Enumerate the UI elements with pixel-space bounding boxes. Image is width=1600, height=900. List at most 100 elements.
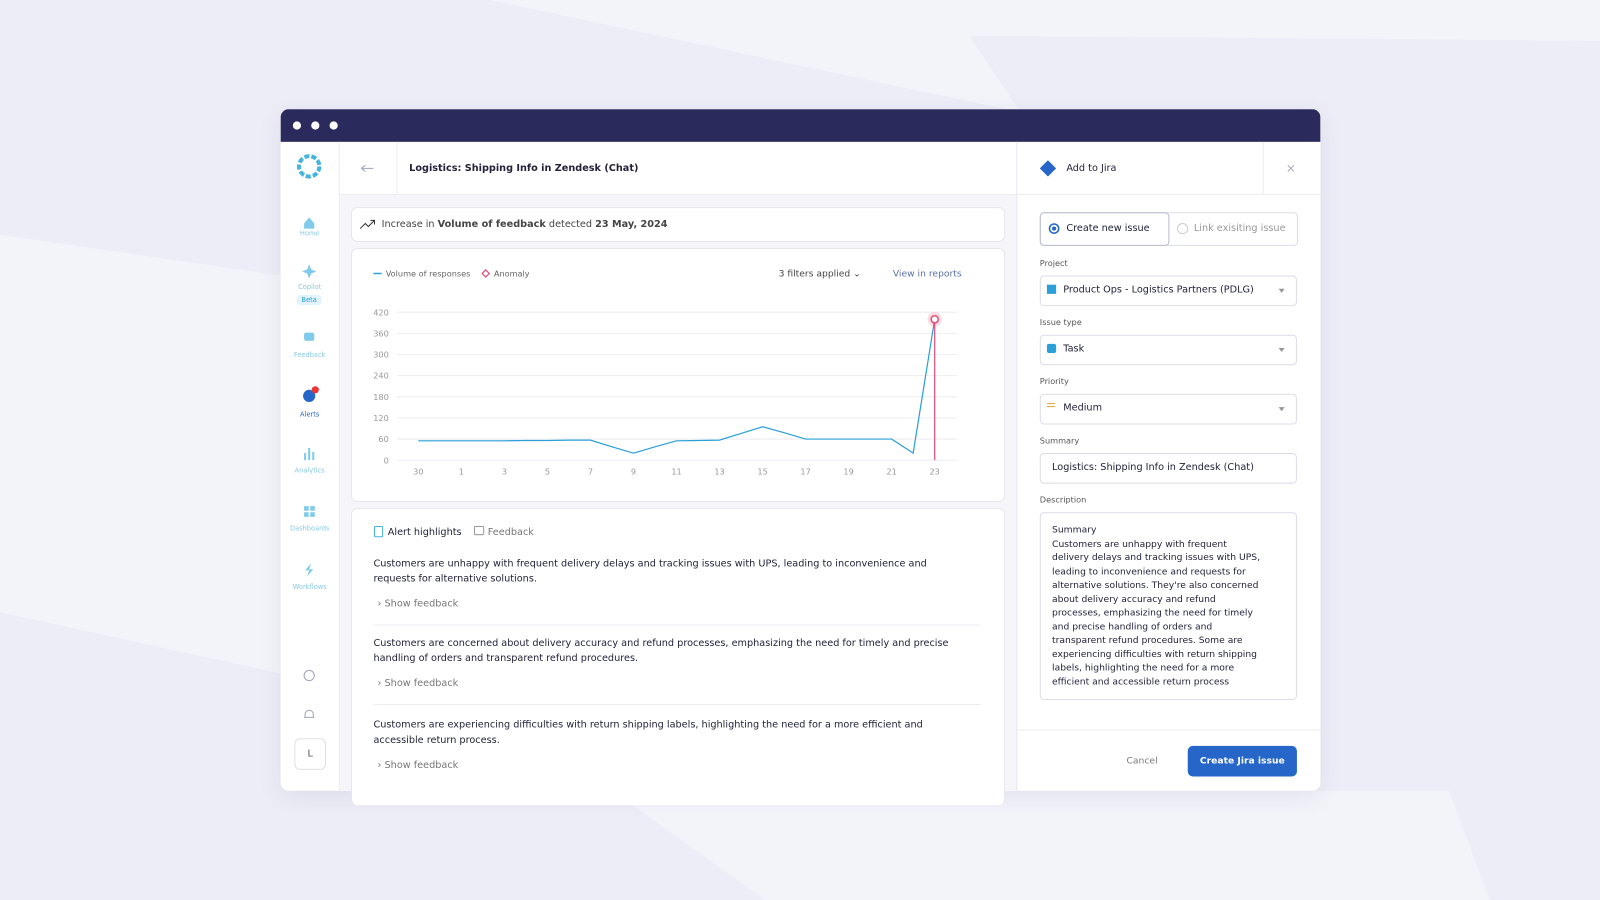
create-button[interactable] xyxy=(1187,745,1297,777)
nav-label[interactable]: Copilot xyxy=(298,282,322,291)
x-tick-label: 5 xyxy=(545,466,550,476)
show-feedback[interactable]: › Show feedback xyxy=(377,678,459,690)
legend-anomaly-icon xyxy=(481,269,491,278)
description-text: Summary Customers are unhappy with frequ… xyxy=(1052,525,1261,688)
field-value: Medium xyxy=(1063,402,1103,414)
series-line xyxy=(418,319,936,455)
y-tick-label: 300 xyxy=(373,350,389,360)
field-input[interactable] xyxy=(1039,334,1297,366)
divider xyxy=(373,624,981,626)
avatar[interactable]: L xyxy=(307,748,313,760)
create-option[interactable] xyxy=(1039,212,1170,246)
nav-label[interactable]: Alerts xyxy=(300,410,320,419)
x-tick-label: 11 xyxy=(671,466,681,476)
field-input[interactable] xyxy=(1039,393,1297,425)
y-tick-label: 360 xyxy=(373,328,389,338)
x-tick-label: 19 xyxy=(843,466,853,476)
jira-title: Add to Jira xyxy=(1066,162,1117,174)
anomaly-marker xyxy=(930,314,940,324)
view-reports-link[interactable]: View in reports xyxy=(892,269,962,280)
nav-label[interactable]: Home xyxy=(299,229,320,238)
sidebar-icons xyxy=(294,154,327,770)
y-tick-label: 0 xyxy=(384,455,389,465)
panel-border xyxy=(1016,141,1018,791)
field-value: Logistics: Shipping Info in Zendesk (Cha… xyxy=(1052,461,1254,473)
radio-icons xyxy=(1048,222,1189,235)
description-box[interactable]: Summary Customers are unhappy with frequ… xyxy=(1039,512,1297,700)
show-feedback[interactable]: › Show feedback xyxy=(377,598,459,610)
divider xyxy=(373,704,981,706)
x-tick-label: 21 xyxy=(886,466,896,476)
banner-metric: Volume of feedback xyxy=(437,218,546,231)
dropdown-caret xyxy=(1278,288,1285,293)
field-label: Priority xyxy=(1039,377,1069,387)
y-tick-label: 240 xyxy=(373,371,389,381)
tab-feedback[interactable]: Feedback xyxy=(487,527,534,539)
trend-icon xyxy=(359,219,375,229)
banner-verb: detected xyxy=(548,218,593,231)
link-label[interactable]: Link exisiting issue xyxy=(1193,222,1286,235)
field-icon xyxy=(1046,343,1057,354)
x-tick-label: 15 xyxy=(757,466,767,476)
legend-label: Volume of responses xyxy=(386,269,471,279)
field-icon xyxy=(1046,403,1056,408)
show-feedback-label: Show feedback xyxy=(384,598,459,610)
jira-header-icons xyxy=(1039,141,1295,195)
x-tick-label: 13 xyxy=(714,466,724,476)
nav-label[interactable]: Feedback xyxy=(293,351,326,360)
dropdown-caret xyxy=(1278,347,1285,353)
sidebar-border xyxy=(338,141,340,791)
title-bar xyxy=(280,109,1321,142)
footer-border xyxy=(1017,729,1321,731)
field-input[interactable] xyxy=(1039,453,1297,484)
y-tick-label: 420 xyxy=(373,307,389,317)
highlights-card xyxy=(351,508,1006,806)
back-button[interactable] xyxy=(340,141,398,195)
x-tick-label: 23 xyxy=(929,466,939,476)
field-value: Product Ops - Logistics Partners (PDLG) xyxy=(1063,284,1254,296)
show-feedback-label: Show feedback xyxy=(384,759,459,771)
nav-label[interactable]: Analytics xyxy=(294,466,325,475)
nav-label[interactable]: Dashboards xyxy=(289,524,330,533)
x-tick-label: 3 xyxy=(502,466,507,476)
nav-label[interactable]: Workflows xyxy=(292,582,327,591)
banner-date: 23 May, 2024 xyxy=(595,218,668,231)
x-tick-label: 1 xyxy=(459,466,464,476)
show-feedback-label: Show feedback xyxy=(384,678,459,690)
header-border xyxy=(338,193,1321,195)
tab-icons xyxy=(373,526,485,538)
description-label: Description xyxy=(1039,495,1087,505)
banner-text: Increase in Volume of feedback detected … xyxy=(382,219,668,230)
x-tick-label: 9 xyxy=(631,466,636,476)
highlight-text: Customers are experiencing difficulties … xyxy=(373,719,923,746)
field-label: Project xyxy=(1039,258,1068,268)
tab-alert-highlights[interactable]: Alert highlights xyxy=(387,527,462,539)
create-button-label: Create Jira issue xyxy=(1199,756,1285,767)
field-label: Summary xyxy=(1039,436,1080,446)
filters-button[interactable]: 3 filters applied ⌄ xyxy=(778,269,861,280)
nav-badge: Beta xyxy=(296,294,322,306)
y-tick-label: 120 xyxy=(373,413,389,423)
legend-label: Anomaly xyxy=(494,269,530,279)
field-value: Task xyxy=(1063,343,1085,355)
field-icon xyxy=(1046,284,1057,294)
y-tick-label: 60 xyxy=(378,434,388,444)
highlight-text: Customers are concerned about delivery a… xyxy=(373,637,949,665)
x-tick-label: 7 xyxy=(588,466,593,476)
page-title: Logistics: Shipping Info in Zendesk (Cha… xyxy=(409,162,639,174)
highlight-text: Customers are unhappy with frequent deli… xyxy=(373,558,927,585)
dropdown-caret xyxy=(1278,407,1285,412)
cancel-button[interactable]: Cancel xyxy=(1126,756,1158,767)
x-tick-label: 17 xyxy=(800,466,810,476)
show-feedback[interactable]: › Show feedback xyxy=(377,759,459,771)
alert-banner xyxy=(351,207,1006,242)
filters-text: 3 filters applied xyxy=(778,269,851,280)
create-label: Create new issue xyxy=(1066,222,1150,235)
y-tick-label: 180 xyxy=(373,392,389,402)
field-input[interactable] xyxy=(1039,275,1297,307)
window-dots xyxy=(292,121,338,130)
